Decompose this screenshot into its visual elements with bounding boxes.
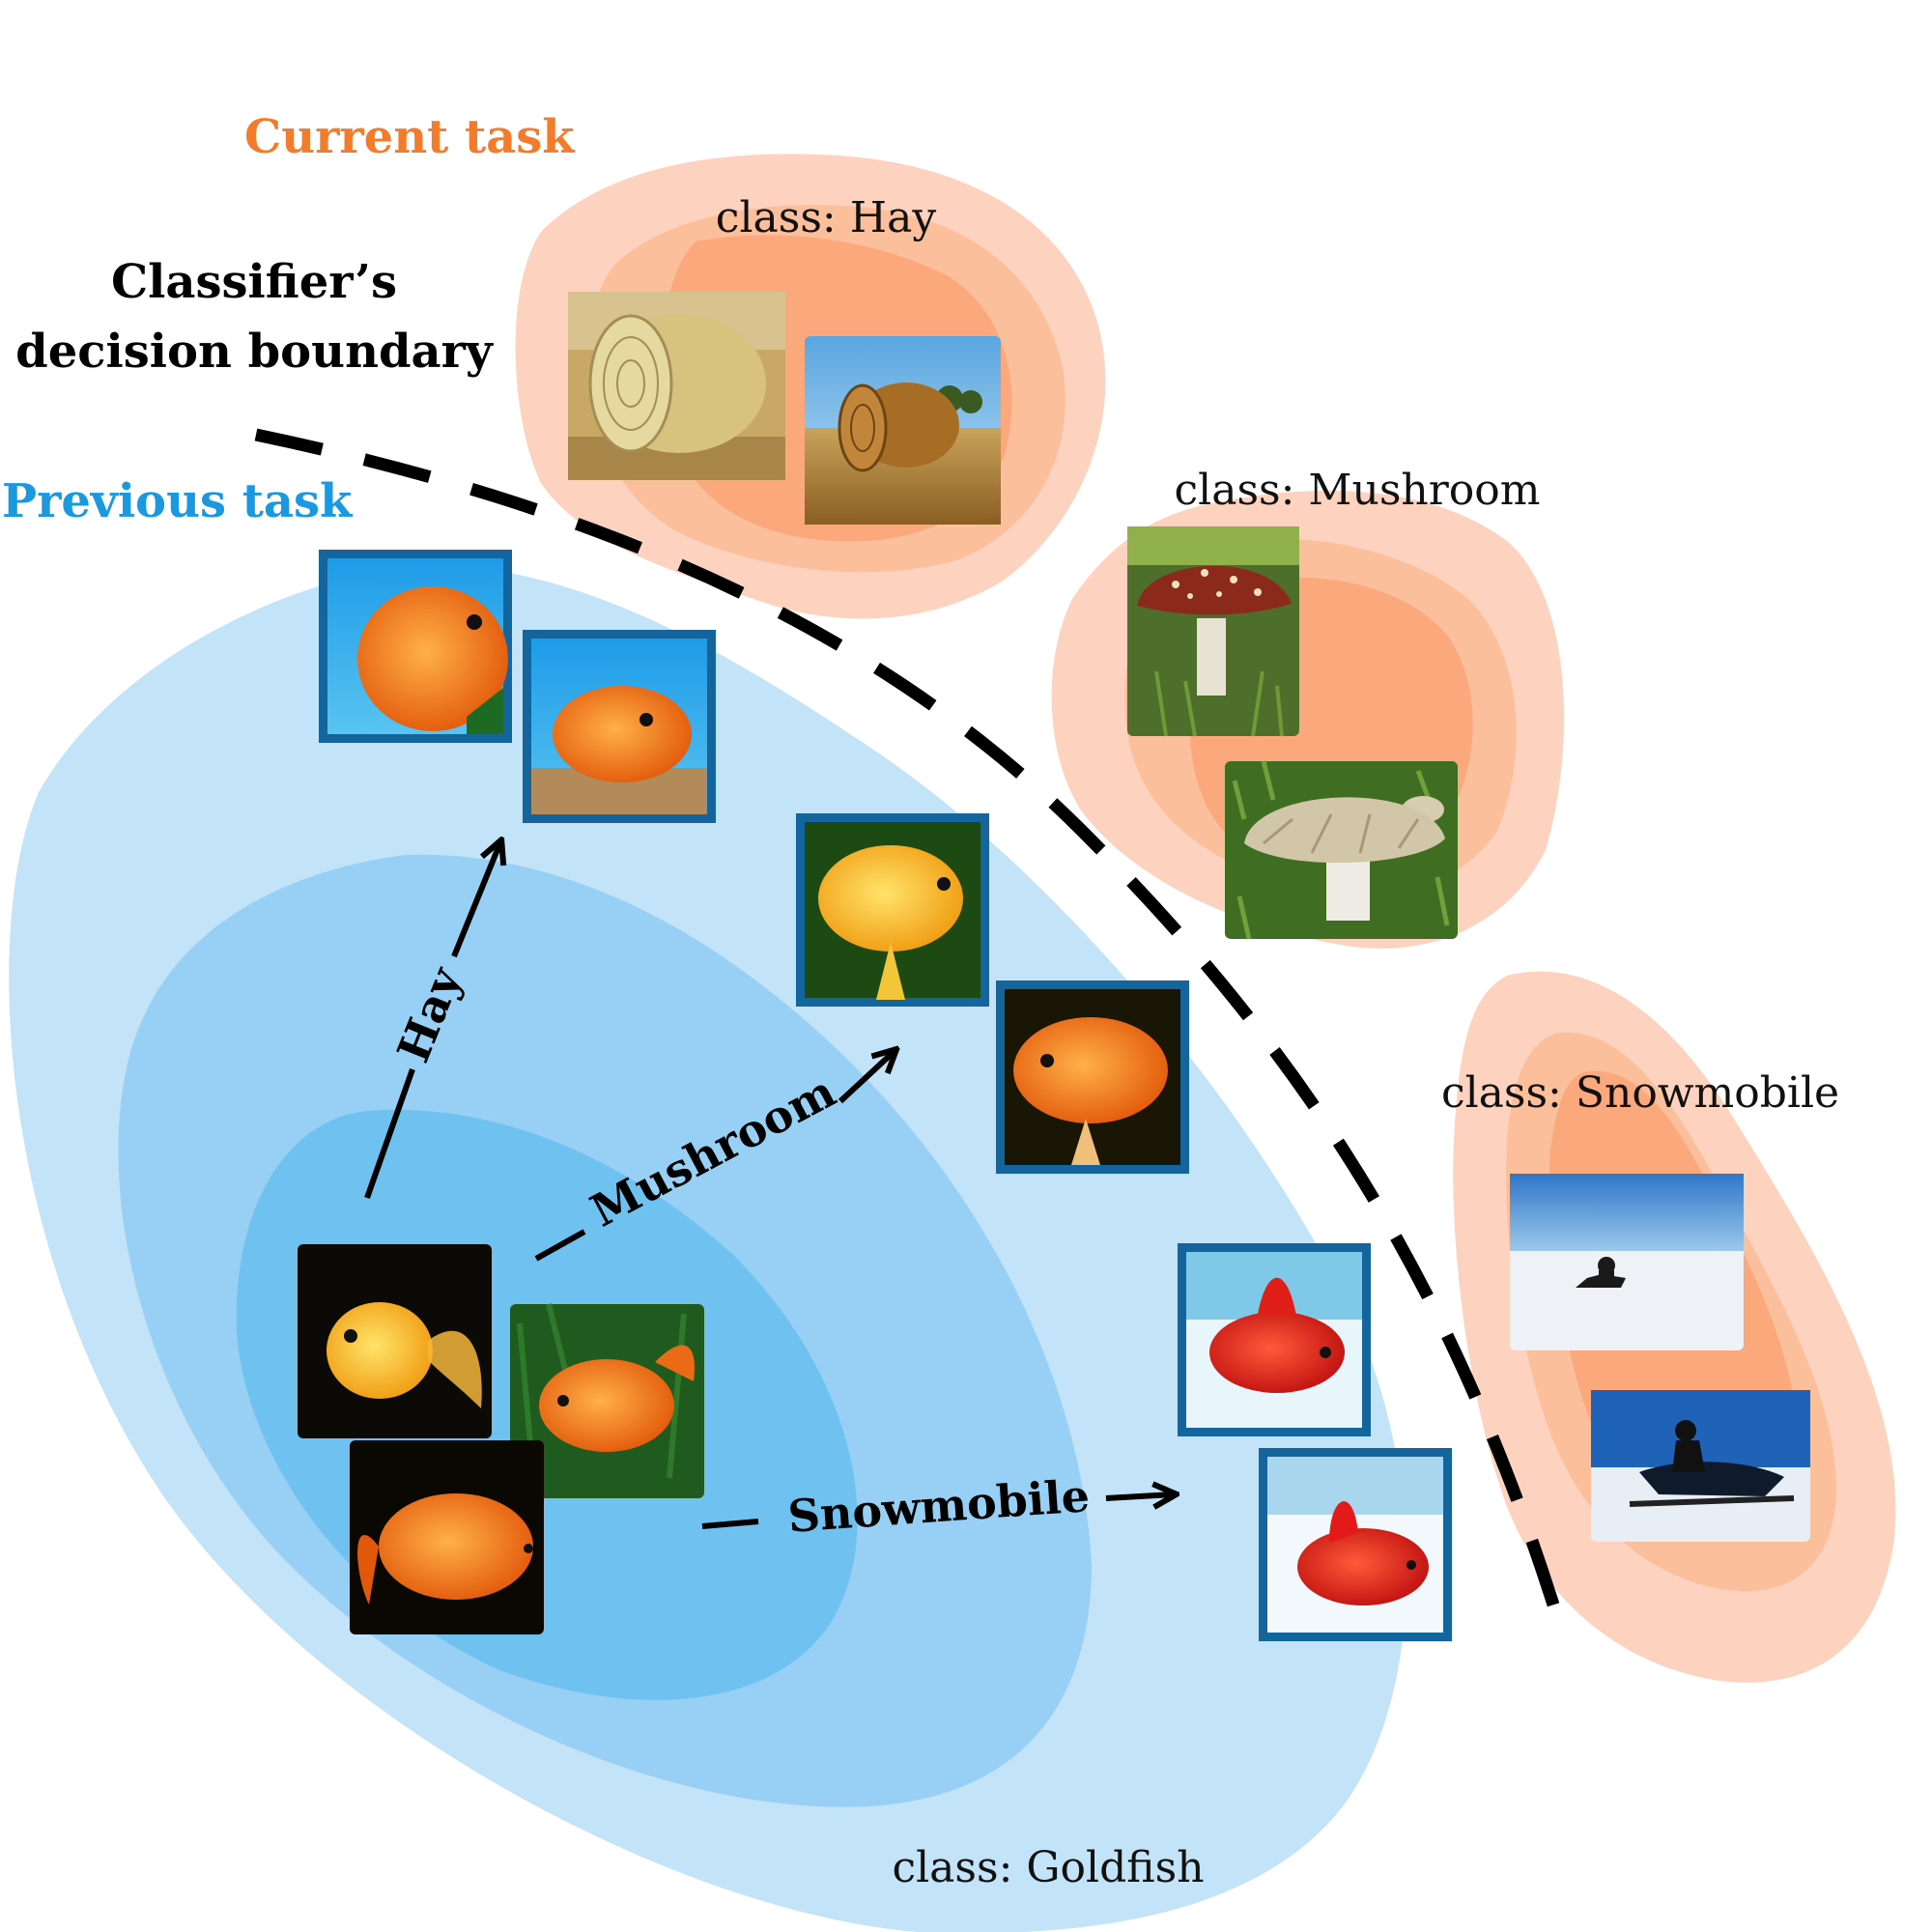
hay-photo-2 xyxy=(805,336,1001,525)
mushroom-photo-1 xyxy=(1127,526,1299,737)
goldfish-framed-photo-2 xyxy=(523,630,716,823)
mushroom-photo-2 xyxy=(1225,760,1458,940)
hay-class-label: class: Hay xyxy=(716,193,937,242)
goldfish-framed-photo-3 xyxy=(796,813,989,1007)
goldfish-framed-photo-6 xyxy=(1259,1448,1452,1641)
goldfish-photo-2 xyxy=(510,1303,704,1498)
snowmobile-class-label: class: Snowmobile xyxy=(1441,1068,1839,1118)
current-task-label: Current task xyxy=(244,110,576,164)
goldfish-photo-1 xyxy=(298,1244,492,1438)
mushroom-class-label: class: Mushroom xyxy=(1175,466,1541,515)
boundary-label-line2: decision boundary xyxy=(15,325,495,379)
goldfish-class-label: class: Goldfish xyxy=(892,1843,1204,1892)
decision-boundary-line xyxy=(254,428,1572,1644)
goldfish-framed-photo-1 xyxy=(319,550,512,743)
previous-task-label: Previous task xyxy=(2,474,354,528)
goldfish-framed-photo-4 xyxy=(996,980,1189,1174)
snowmobile-photo-1 xyxy=(1510,1174,1744,1350)
goldfish-framed-photo-5 xyxy=(1178,1243,1371,1436)
snowmobile-photo-2 xyxy=(1591,1390,1810,1542)
hay-photo-1 xyxy=(568,292,785,480)
goldfish-photo-3 xyxy=(350,1440,544,1634)
boundary-label-line1: Classifier’s xyxy=(111,255,397,309)
